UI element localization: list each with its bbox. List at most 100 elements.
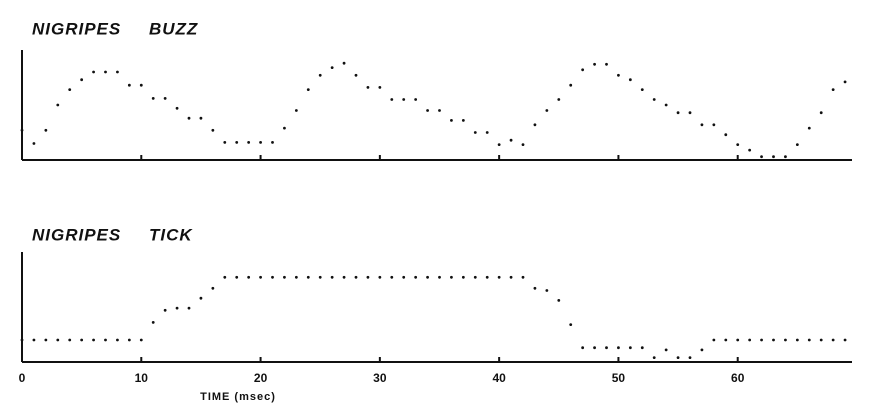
data-dot — [306, 275, 310, 279]
data-dot — [485, 275, 489, 279]
data-dot — [772, 155, 775, 159]
data-dot — [294, 109, 298, 112]
data-dot — [139, 338, 143, 342]
data-dot — [402, 275, 406, 279]
data-dot — [461, 119, 465, 122]
data-dot — [485, 131, 489, 134]
data-dot — [748, 148, 752, 152]
data-dot — [235, 275, 239, 279]
data-dot — [92, 338, 95, 342]
data-dot — [438, 109, 441, 112]
data-dot — [283, 126, 286, 130]
data-dot — [306, 88, 310, 91]
data-dot — [259, 275, 262, 279]
data-dot — [56, 103, 60, 107]
data-dot — [187, 116, 191, 120]
data-dot — [318, 275, 322, 279]
data-dot — [461, 275, 465, 279]
data-dot — [736, 338, 740, 342]
data-dot — [151, 97, 155, 100]
data-dot — [581, 68, 585, 72]
data-dot — [640, 346, 644, 350]
data-dot — [748, 338, 752, 342]
x-tick-label: 50 — [612, 371, 626, 385]
data-dot — [283, 275, 286, 279]
data-dot — [235, 141, 239, 144]
data-dot — [473, 275, 477, 279]
data-dot — [426, 275, 429, 279]
data-dot — [831, 338, 835, 342]
data-dot — [617, 346, 620, 350]
data-dot — [259, 141, 262, 144]
data-dot — [581, 346, 585, 350]
data-dot — [533, 286, 537, 290]
data-dot — [760, 155, 763, 159]
data-dot — [294, 275, 298, 279]
data-dot — [628, 78, 632, 82]
data-dot — [175, 306, 179, 310]
data-dot — [354, 275, 358, 279]
data-dot — [652, 356, 656, 359]
data-dot — [187, 306, 191, 310]
chart-title: NIGRIPES BUZZ — [32, 19, 198, 38]
data-dot — [163, 308, 167, 312]
data-dot — [211, 128, 215, 132]
data-dot — [712, 338, 716, 342]
data-dot — [628, 346, 632, 350]
data-dot — [569, 323, 573, 326]
data-dot — [330, 275, 334, 279]
x-tick-label: 30 — [373, 371, 387, 385]
data-dot — [20, 338, 24, 342]
data-dot — [521, 275, 525, 279]
data-dot — [342, 61, 346, 65]
data-dot — [426, 109, 429, 112]
data-dot — [724, 338, 728, 342]
data-dot — [223, 141, 227, 144]
data-dot — [605, 62, 608, 66]
data-dot — [247, 275, 251, 279]
data-dot — [700, 123, 704, 127]
data-dot — [127, 83, 131, 87]
data-dot — [354, 73, 358, 77]
data-dot — [676, 111, 680, 115]
data-dot — [127, 338, 131, 342]
data-dot — [163, 97, 167, 100]
data-dot — [831, 88, 835, 91]
data-dot — [760, 338, 763, 342]
data-dot — [199, 296, 203, 300]
data-dot — [318, 73, 322, 77]
data-dot — [151, 321, 155, 324]
x-tick-label: 60 — [731, 371, 745, 385]
data-dot — [378, 86, 382, 89]
data-dot — [104, 70, 107, 74]
data-dot — [497, 275, 501, 279]
data-dot — [688, 111, 692, 115]
data-dot — [772, 338, 775, 342]
data-dot — [414, 98, 418, 101]
data-dot — [32, 142, 36, 145]
data-dot — [139, 83, 143, 87]
data-dot — [807, 126, 811, 130]
data-dot — [652, 98, 656, 101]
data-dot — [390, 98, 394, 101]
data-dot — [807, 338, 811, 342]
data-dot — [44, 338, 48, 342]
data-dot — [92, 70, 95, 74]
data-dot — [80, 338, 84, 342]
data-dot — [116, 70, 119, 74]
data-dot — [20, 128, 24, 132]
data-dot — [414, 275, 418, 279]
data-dot — [366, 275, 370, 279]
data-dot — [247, 141, 251, 144]
x-tick-label: 20 — [254, 371, 268, 385]
data-dot — [521, 143, 525, 147]
data-dot — [68, 88, 72, 91]
data-dot — [593, 62, 596, 66]
data-dot — [676, 356, 680, 359]
data-dot — [80, 78, 84, 82]
chart-title: NIGRIPES TICK — [32, 225, 193, 244]
data-dot — [605, 346, 608, 350]
x-tick-label: 0 — [19, 371, 26, 385]
data-dot — [617, 73, 620, 77]
